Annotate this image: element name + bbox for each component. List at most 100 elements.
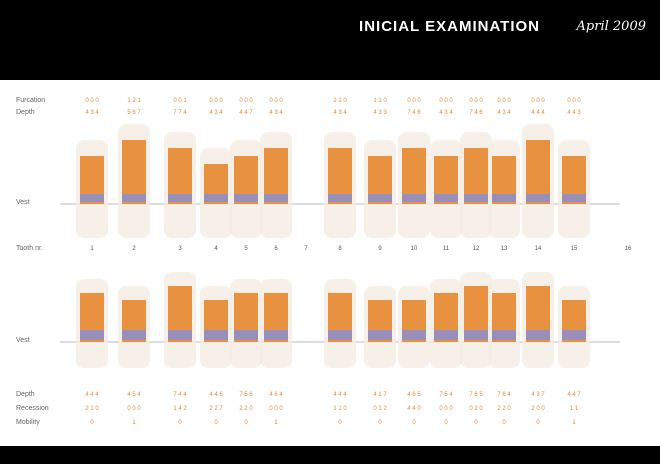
depth-value: 7 7 4 (173, 110, 187, 116)
recession-bar (234, 330, 258, 340)
chart-title: INICIAL EXAMINATION (359, 18, 540, 35)
furcation-value: 0 0 0 (407, 98, 421, 104)
recession-bar (234, 194, 258, 202)
tooth-number: 7 (304, 246, 308, 252)
tooth-number: 1 (90, 246, 94, 252)
row-label-vest-top: Vest (16, 199, 30, 206)
depth-value: 4 5 4 (127, 392, 141, 398)
row-label-recession: Recession (16, 405, 49, 412)
recession-value: 1 1 0 (333, 406, 347, 412)
depth-value: 4 3 4 (269, 110, 283, 116)
recession-bar (122, 330, 146, 340)
depth-value: 4 3 4 (85, 110, 99, 116)
recession-bar (168, 330, 192, 340)
recession-value: 0 2 0 (469, 406, 483, 412)
mobility-value: 0 (244, 420, 248, 426)
depth-value: 7 4 4 (173, 392, 187, 398)
depth-value: 4 3 4 (497, 110, 511, 116)
row-label-tooth-nr: Tooth nr. (16, 245, 43, 252)
depth-value: 4 1 7 (373, 392, 387, 398)
row-label-depth-bottom: Depth (16, 391, 35, 398)
recession-value: 0 0 0 (127, 406, 141, 412)
furcation-value: 0 0 0 (209, 98, 223, 104)
tooth-number: 3 (178, 246, 182, 252)
depth-value: 4 3 3 (373, 110, 387, 116)
value-labels-group: 0 0 0 4 3 4 1 1 2 1 5 6 7 2 0 0 1 7 7 4 3 0 0 0 4 … (85, 98, 632, 426)
mobility-value: 0 (412, 420, 416, 426)
furcation-value: 0 0 1 (173, 98, 187, 104)
recession-bar (168, 194, 192, 202)
pocket-bar (122, 140, 146, 204)
recession-value: 4 4 0 (407, 406, 421, 412)
recession-bar (204, 194, 228, 202)
recession-bar (492, 330, 516, 340)
recession-bar (562, 330, 586, 340)
depth-value: 4 4 4 (531, 110, 545, 116)
tooth-number: 12 (473, 246, 480, 252)
depth-value: 4 4 6 (209, 392, 223, 398)
depth-value: 4 4 7 (567, 392, 581, 398)
depth-value: 4 3 4 (333, 110, 347, 116)
recession-value: 2 2 7 (209, 406, 223, 412)
footer-bar (0, 446, 660, 464)
mobility-value: 0 (90, 420, 94, 426)
recession-value: 2 2 0 (239, 406, 253, 412)
recession-bar (80, 330, 104, 340)
recession-bar (492, 194, 516, 202)
tooth-number: 16 (625, 246, 632, 252)
mobility-value: 0 (338, 420, 342, 426)
depth-value: 7 6 4 (497, 392, 511, 398)
recession-bar (368, 194, 392, 202)
furcation-value: 1 1 0 (373, 98, 387, 104)
depth-value: 7 4 6 (407, 110, 421, 116)
row-label-depth-top: Depth (16, 109, 35, 116)
tooth-number: 8 (338, 246, 342, 252)
depth-value: 4 6 5 (407, 392, 421, 398)
recession-bar (328, 330, 352, 340)
depth-value: 5 6 7 (127, 110, 141, 116)
tooth-number: 13 (501, 246, 508, 252)
recession-bar (464, 194, 488, 202)
recession-bar (464, 330, 488, 340)
recession-bar (402, 330, 426, 340)
recession-bar (434, 194, 458, 202)
row-label-mobility: Mobility (16, 419, 40, 426)
furcation-value: 2 1 0 (333, 98, 347, 104)
furcation-value: 0 0 0 (269, 98, 283, 104)
recession-value: 2 2 0 (497, 406, 511, 412)
exam-date: April 2009 (576, 19, 646, 34)
header-bar: INICIAL EXAMINATION April 2009 (0, 0, 660, 80)
tooth-number: 15 (571, 246, 578, 252)
depth-value: 7 5 4 (439, 392, 453, 398)
tooth-number: 6 (274, 246, 278, 252)
depth-value: 4 4 4 (85, 392, 99, 398)
recession-bar (368, 330, 392, 340)
depth-value: 4 3 4 (439, 110, 453, 116)
recession-value: 1 4 2 (173, 406, 187, 412)
mobility-value: 1 (274, 420, 278, 426)
mobility-value: 0 (214, 420, 218, 426)
pocket-bar (526, 140, 550, 204)
upper-teeth-group (76, 124, 590, 238)
tooth-number: 11 (443, 246, 450, 252)
mobility-value: 0 (378, 420, 382, 426)
row-label-furcation: Furcation (16, 97, 45, 104)
tooth-number: 4 (214, 246, 218, 252)
recession-value: 1 1 (570, 406, 579, 412)
depth-value: 4 4 3 (567, 110, 581, 116)
furcation-value: 1 2 1 (127, 98, 141, 104)
recession-bar (328, 194, 352, 202)
tooth-number: 9 (378, 246, 382, 252)
tooth-number: 14 (535, 246, 542, 252)
mobility-value: 0 (178, 420, 182, 426)
furcation-value: 0 0 0 (439, 98, 453, 104)
recession-value: 0 0 0 (439, 406, 453, 412)
recession-bar (434, 330, 458, 340)
tooth-number: 10 (411, 246, 418, 252)
recession-bar (80, 194, 104, 202)
recession-value: 0 1 2 (373, 406, 387, 412)
recession-bar (264, 194, 288, 202)
mobility-value: 0 (536, 420, 540, 426)
tooth-number: 2 (132, 246, 136, 252)
furcation-value: 0 0 0 (497, 98, 511, 104)
